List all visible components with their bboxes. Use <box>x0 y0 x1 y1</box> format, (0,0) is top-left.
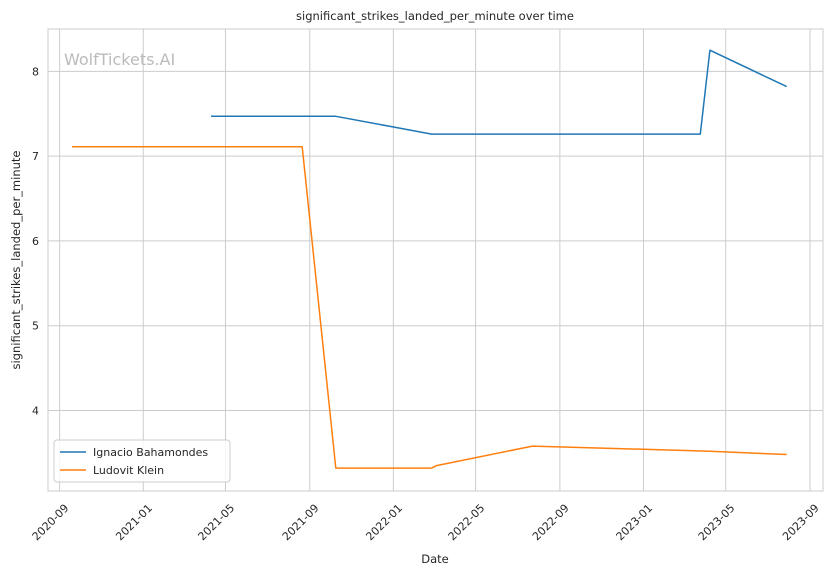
y-tick-label: 6 <box>32 235 39 248</box>
series-layer <box>72 49 788 469</box>
y-tick-label: 8 <box>32 65 39 78</box>
y-axis-title: significant_strikes_landed_per_minute <box>9 151 23 370</box>
grid <box>48 29 823 491</box>
x-tick-label: 2022-05 <box>446 502 488 544</box>
x-tick-labels: 2020-09 2021-01 2021-05 2021-09 2022-01 2022-… <box>30 502 822 544</box>
chart-title: significant_strikes_landed_per_minute ov… <box>296 9 574 23</box>
legend-label-ignacio-bahamondes: Ignacio Bahamondes <box>93 446 208 459</box>
legend-box <box>53 439 231 483</box>
y-tick-label: 4 <box>32 404 39 417</box>
watermark: WolfTickets.AI <box>64 50 175 69</box>
x-tick-label: 2022-01 <box>363 502 405 544</box>
series-line-ludovit-klein <box>72 146 787 469</box>
x-tick-label: 2023-05 <box>696 502 738 544</box>
x-tick-label: 2023-01 <box>614 502 656 544</box>
y-tick-label: 7 <box>32 150 39 163</box>
x-tick-label: 2021-05 <box>196 502 238 544</box>
series-line-ignacio-bahamondes <box>211 49 788 135</box>
x-tick-label: 2020-09 <box>30 502 72 544</box>
x-tick-label: 2023-09 <box>780 502 822 544</box>
legend: Ignacio Bahamondes Ludovit Klein <box>53 439 231 483</box>
x-axis-title: Date <box>421 552 449 566</box>
x-tick-label: 2021-01 <box>113 502 155 544</box>
y-tick-labels: 4 5 6 7 8 <box>32 65 39 417</box>
x-tick-label: 2022-09 <box>530 502 572 544</box>
y-tick-label: 5 <box>32 320 39 333</box>
plot-frame <box>47 28 824 492</box>
legend-label-ludovit-klein: Ludovit Klein <box>93 464 164 477</box>
x-tick-label: 2021-09 <box>280 502 322 544</box>
